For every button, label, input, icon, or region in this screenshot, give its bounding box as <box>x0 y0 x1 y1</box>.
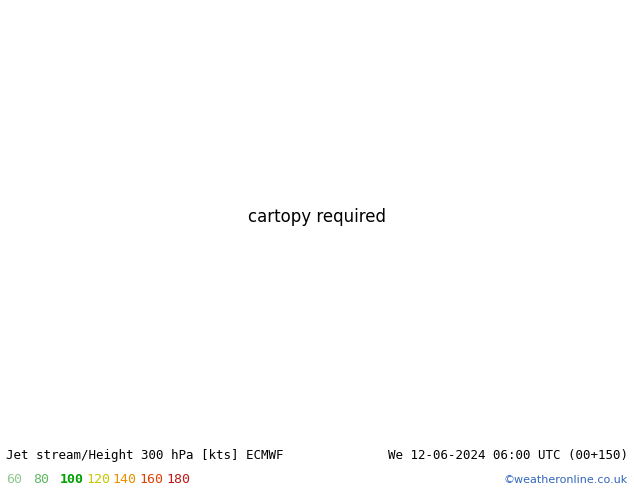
Text: ©weatheronline.co.uk: ©weatheronline.co.uk <box>503 475 628 485</box>
Text: cartopy required: cartopy required <box>248 208 386 226</box>
Text: 120: 120 <box>86 473 110 487</box>
Text: We 12-06-2024 06:00 UTC (00+150): We 12-06-2024 06:00 UTC (00+150) <box>387 449 628 463</box>
Text: 160: 160 <box>139 473 164 487</box>
Text: 100: 100 <box>60 473 84 487</box>
Text: 80: 80 <box>33 473 49 487</box>
Text: 140: 140 <box>113 473 137 487</box>
Text: 180: 180 <box>166 473 190 487</box>
Text: Jet stream/Height 300 hPa [kts] ECMWF: Jet stream/Height 300 hPa [kts] ECMWF <box>6 449 284 463</box>
Text: 60: 60 <box>6 473 22 487</box>
